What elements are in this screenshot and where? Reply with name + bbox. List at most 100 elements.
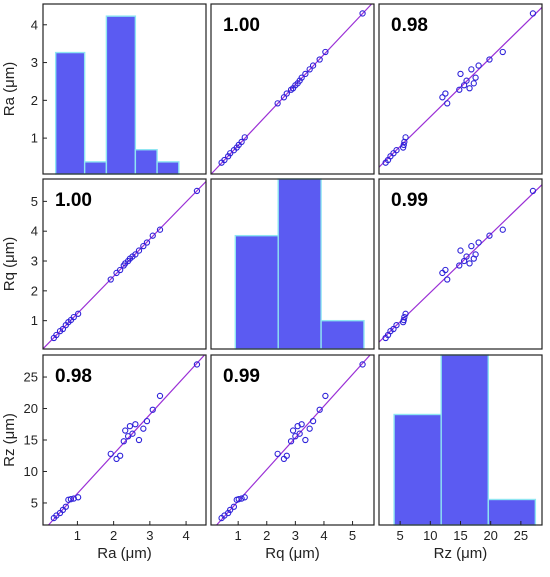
scatter-point-rq-vs-ra-8 (74, 310, 82, 317)
panel-frame-0-2 (378, 3, 543, 175)
scatter-point-ra-vs-rq-23 (359, 10, 366, 17)
scatter-point-ra-vs-rz-23 (529, 10, 537, 17)
panel-frame-1-1 (210, 178, 375, 350)
scatter-point-rq-vs-ra-10 (113, 269, 120, 277)
scatter-point-rz-vs-rq-2 (225, 509, 232, 517)
scatter-point-rz-vs-ra-13 (122, 427, 129, 434)
y-tick-label-rq-3: 3 (31, 254, 38, 269)
scatter-point-ra-vs-rq-21 (316, 56, 323, 63)
scatter-point-ra-vs-rq-11 (283, 90, 290, 97)
scatter-point-rz-vs-rq-16 (296, 430, 303, 437)
scatter-point-rz-vs-ra-21 (149, 406, 156, 413)
scatter-point-rq-vs-ra-11 (117, 266, 124, 274)
histogram-bar-rq-0 (234, 234, 279, 350)
scatter-point-rq-vs-rz-17 (472, 251, 479, 258)
x-axis-label-rz: Rz (μm) (434, 545, 488, 562)
scatter-point-rq-vs-rz-9 (444, 276, 451, 283)
scatter-point-rz-vs-ra-10 (113, 455, 120, 463)
y-tick-label-rz-5: 5 (31, 495, 38, 510)
scatter-point-ra-vs-rz-18 (457, 70, 464, 78)
histogram-bar-rz-0 (393, 413, 442, 526)
histogram-bar-ra-1 (83, 161, 108, 175)
scatter-point-ra-vs-rq-20 (309, 62, 317, 69)
scatter-point-rz-vs-rq-18 (302, 436, 309, 444)
scatter-point-rq-vs-ra-3 (59, 325, 67, 333)
y-tick-label-ra-2: 2 (31, 93, 38, 108)
scatter-point-rz-vs-rq-22 (322, 392, 329, 400)
x-tick-label-rq-1: 1 (235, 528, 242, 543)
panel-frame-1-0 (42, 178, 207, 350)
scatter-point-rq-vs-rz-16 (463, 253, 470, 260)
panel-frame-1-2 (378, 178, 543, 350)
scatter-point-rz-vs-rq-3 (227, 506, 234, 514)
scatter-point-ra-vs-rz-16 (463, 77, 470, 84)
scatter-point-ra-vs-rz-21 (486, 56, 493, 63)
scatter-point-rz-vs-rq-8 (241, 494, 248, 501)
scatter-point-rq-vs-ra-1 (53, 331, 60, 339)
correlation-label-rq-rz: 0.99 (391, 190, 428, 211)
scatter-point-rq-vs-rz-20 (475, 239, 482, 246)
y-tick-label-ra-3: 3 (31, 55, 38, 70)
y-tick-label-rq-1: 1 (31, 313, 38, 328)
x-tick-label-rz-25: 25 (514, 528, 528, 543)
scatter-point-rz-vs-ra-6 (67, 496, 75, 503)
scatter-point-ra-vs-rz-19 (468, 66, 475, 73)
panel-frame-2-1 (210, 354, 375, 526)
x-tick-label-ra-4: 4 (182, 528, 189, 543)
scatter-point-rz-vs-ra-12 (120, 438, 127, 445)
scatter-point-rq-vs-ra-20 (143, 239, 151, 246)
x-tick-label-rz-5: 5 (397, 528, 404, 543)
scatter-point-ra-vs-rz-5 (399, 144, 407, 151)
scatter-point-ra-vs-rq-8 (241, 134, 248, 141)
y-tick-label-ra-1: 1 (31, 131, 38, 146)
scatter-point-rq-vs-rz-19 (468, 242, 475, 250)
scatter-point-rq-vs-rz-10 (439, 269, 446, 277)
scatter-point-rz-vs-ra-8 (74, 494, 82, 501)
scatter-point-ra-vs-rq-3 (227, 150, 234, 157)
histogram-bar-rz-2 (487, 498, 537, 526)
scatter-point-rz-vs-rq-10 (280, 455, 288, 463)
scatter-point-rq-vs-ra-23 (193, 187, 201, 195)
x-tick-label-rq-5: 5 (349, 528, 356, 543)
scatter-point-rz-vs-rq-17 (298, 421, 305, 428)
x-tick-label-rq-2: 2 (263, 528, 270, 543)
scatter-point-rz-vs-rq-20 (309, 417, 317, 425)
scatter-point-ra-vs-rz-13 (466, 85, 473, 92)
x-tick-label-ra-3: 3 (146, 528, 153, 543)
scatter-point-rq-vs-rz-18 (457, 247, 464, 254)
scatter-point-rz-vs-ra-9 (107, 450, 114, 458)
scatter-point-rq-vs-rz-22 (499, 226, 506, 233)
scatter-point-ra-vs-rq-17 (298, 74, 305, 81)
y-axis-label-ra: Ra (μm) (1, 62, 18, 116)
histogram-bar-ra-3 (134, 149, 158, 175)
y-axis-label-rz: Rz (μm) (1, 413, 18, 467)
x-tick-label-rz-20: 20 (483, 528, 497, 543)
scatter-point-rq-vs-rz-3 (390, 325, 397, 333)
y-tick-label-rq-2: 2 (31, 283, 38, 298)
y-tick-label-rz-10: 10 (24, 464, 38, 479)
scatter-point-rq-vs-rz-6 (400, 316, 407, 324)
histogram-bar-ra-2 (105, 15, 137, 175)
scatter-point-rz-vs-ra-11 (117, 452, 124, 459)
x-tick-label-rz-10: 10 (423, 528, 437, 543)
correlation-label-ra-rz: 0.98 (391, 15, 428, 36)
scatter-point-rz-vs-ra-4 (62, 503, 69, 510)
scatter-point-rq-vs-ra-21 (149, 232, 156, 239)
scatter-point-rq-vs-rz-7 (401, 313, 408, 321)
correlation-label-rq-ra: 1.00 (55, 190, 92, 211)
scatter-point-rz-vs-rq-6 (235, 496, 242, 503)
scatter-point-rz-vs-rq-11 (283, 452, 290, 459)
x-axis-label-rq: Rq (μm) (265, 545, 319, 562)
scatter-point-rq-vs-ra-19 (140, 242, 147, 250)
scatter-point-ra-vs-rq-7 (238, 138, 245, 146)
scatter-point-rz-vs-ra-22 (156, 392, 164, 400)
scatter-point-ra-vs-rz-8 (402, 134, 409, 141)
scatter-point-rq-vs-rz-8 (402, 310, 409, 317)
x-tick-label-rq-3: 3 (292, 528, 299, 543)
scatter-point-ra-vs-rq-9 (274, 100, 281, 107)
scatter-point-rz-vs-ra-15 (126, 422, 134, 430)
scatter-point-ra-vs-rq-1 (221, 156, 228, 164)
scatter-point-rz-vs-ra-16 (129, 430, 136, 437)
scatter-point-rz-vs-rq-12 (287, 438, 295, 445)
